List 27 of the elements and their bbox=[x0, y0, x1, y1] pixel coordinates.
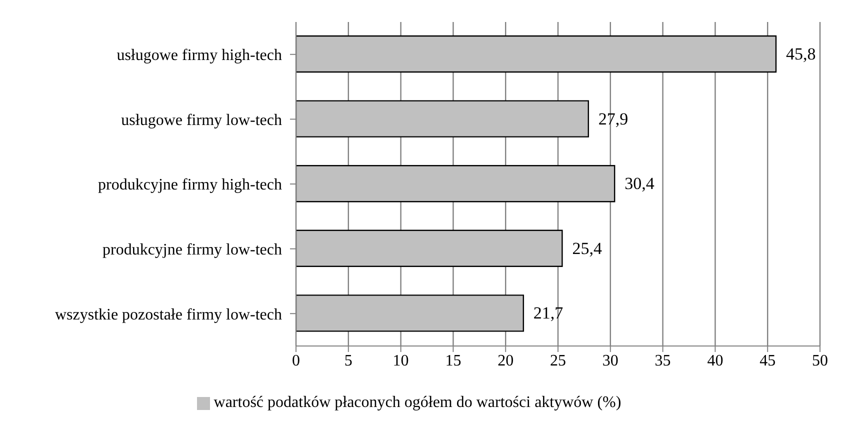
data-label: 30,4 bbox=[624, 174, 655, 194]
x-tick-label: 0 bbox=[292, 352, 300, 370]
y-tick-label: produkcyjne firmy low-tech bbox=[102, 241, 282, 258]
bar bbox=[296, 100, 589, 138]
x-tick-label: 45 bbox=[760, 352, 776, 370]
y-tick-label: wszystkie pozostałe firmy low-tech bbox=[54, 306, 282, 324]
y-tick-label: usługowe firmy low-tech bbox=[121, 112, 282, 129]
y-tick-label: produkcyjne firmy high-tech bbox=[98, 176, 282, 194]
data-label: 25,4 bbox=[572, 238, 602, 258]
x-tick-label: 35 bbox=[654, 352, 671, 370]
x-tick-label: 5 bbox=[344, 352, 352, 370]
bar bbox=[296, 294, 524, 332]
x-tick-label: 20 bbox=[498, 352, 514, 370]
x-tick-label: 40 bbox=[707, 352, 724, 370]
x-tick-label: 10 bbox=[392, 352, 409, 370]
y-tick-label: usługowe firmy high-tech bbox=[116, 47, 282, 64]
data-label: 45,8 bbox=[786, 44, 816, 64]
x-tick-label: 15 bbox=[445, 352, 462, 370]
x-tick-label: 50 bbox=[812, 352, 828, 370]
legend-label: wartość podatków płaconych ogółem do wartości aktywów (%) bbox=[214, 394, 622, 411]
bar bbox=[296, 230, 563, 267]
bar bbox=[296, 35, 777, 73]
data-label: 27,9 bbox=[598, 109, 628, 128]
x-tick-label: 25 bbox=[550, 352, 566, 370]
bar bbox=[296, 165, 616, 202]
data-label: 21,7 bbox=[533, 304, 564, 323]
x-tick-label: 30 bbox=[602, 352, 618, 370]
